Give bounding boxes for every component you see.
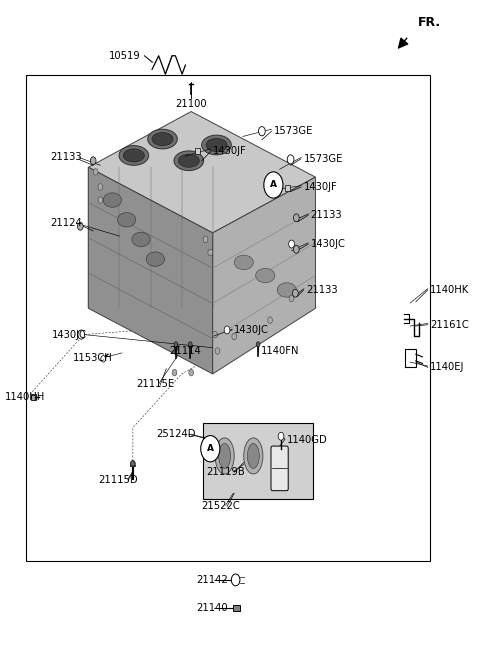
Text: 21161C: 21161C xyxy=(430,319,469,330)
Text: 21119B: 21119B xyxy=(206,467,245,478)
Ellipse shape xyxy=(118,213,136,227)
Bar xyxy=(31,394,36,400)
Circle shape xyxy=(256,342,260,347)
Bar xyxy=(285,185,289,191)
Polygon shape xyxy=(213,177,315,374)
Bar xyxy=(26,75,430,561)
Text: 1140HH: 1140HH xyxy=(5,392,45,402)
Circle shape xyxy=(78,330,84,339)
Circle shape xyxy=(93,169,98,175)
Ellipse shape xyxy=(174,151,204,171)
Circle shape xyxy=(188,342,192,347)
Circle shape xyxy=(172,369,177,376)
Circle shape xyxy=(287,155,294,164)
Circle shape xyxy=(90,157,96,165)
Circle shape xyxy=(232,333,237,340)
Ellipse shape xyxy=(219,443,230,468)
Text: 21115E: 21115E xyxy=(136,379,174,389)
Ellipse shape xyxy=(148,129,177,149)
Text: FR.: FR. xyxy=(418,16,441,30)
Ellipse shape xyxy=(244,438,263,474)
Text: 21133: 21133 xyxy=(311,210,342,220)
Text: 21115D: 21115D xyxy=(99,475,138,485)
Text: 21114: 21114 xyxy=(169,346,202,356)
Text: 1153CH: 1153CH xyxy=(73,352,113,363)
Circle shape xyxy=(292,289,298,297)
Text: 1140EJ: 1140EJ xyxy=(430,362,465,373)
Text: 21133: 21133 xyxy=(306,285,337,295)
Ellipse shape xyxy=(247,443,259,468)
Text: 1430JC: 1430JC xyxy=(234,325,269,335)
Circle shape xyxy=(215,348,220,354)
Bar xyxy=(195,148,200,154)
Circle shape xyxy=(293,245,299,253)
Circle shape xyxy=(98,184,103,190)
Ellipse shape xyxy=(277,283,296,297)
Ellipse shape xyxy=(123,149,144,162)
Text: A: A xyxy=(207,444,214,453)
Circle shape xyxy=(231,574,240,586)
Ellipse shape xyxy=(152,133,173,146)
Circle shape xyxy=(101,356,106,362)
Text: 1573GE: 1573GE xyxy=(303,154,343,164)
Polygon shape xyxy=(88,112,315,233)
Text: 1430JF: 1430JF xyxy=(303,182,337,192)
Text: 10519: 10519 xyxy=(109,51,141,61)
Circle shape xyxy=(213,331,217,338)
Ellipse shape xyxy=(132,232,150,247)
Circle shape xyxy=(131,461,135,467)
Circle shape xyxy=(259,127,265,136)
Polygon shape xyxy=(88,167,213,374)
Text: 21100: 21100 xyxy=(175,98,207,109)
Circle shape xyxy=(224,326,230,334)
Text: 21133: 21133 xyxy=(50,152,82,163)
Text: A: A xyxy=(270,180,277,190)
Circle shape xyxy=(293,214,299,222)
FancyBboxPatch shape xyxy=(271,446,288,491)
Circle shape xyxy=(203,236,208,243)
Ellipse shape xyxy=(256,268,275,283)
Text: 21140: 21140 xyxy=(196,603,228,613)
Text: 25124D: 25124D xyxy=(156,429,196,440)
Text: 1430JC: 1430JC xyxy=(311,239,346,249)
Text: 1140GD: 1140GD xyxy=(287,434,327,445)
Circle shape xyxy=(201,436,220,462)
Ellipse shape xyxy=(206,138,227,152)
Text: 1430JC: 1430JC xyxy=(52,329,86,340)
FancyBboxPatch shape xyxy=(203,423,313,499)
Text: 21522C: 21522C xyxy=(202,501,240,512)
Ellipse shape xyxy=(119,146,149,165)
Text: 1140HK: 1140HK xyxy=(430,285,469,295)
Text: 21142: 21142 xyxy=(196,575,228,585)
Circle shape xyxy=(174,342,178,347)
Circle shape xyxy=(278,432,284,440)
Ellipse shape xyxy=(146,252,165,266)
Ellipse shape xyxy=(178,154,199,167)
Text: 1140FN: 1140FN xyxy=(261,346,299,356)
Text: 1430JF: 1430JF xyxy=(213,146,246,156)
Text: 21124: 21124 xyxy=(50,218,82,228)
Ellipse shape xyxy=(103,193,121,207)
Ellipse shape xyxy=(202,135,231,155)
Bar xyxy=(233,605,240,611)
Ellipse shape xyxy=(234,255,253,270)
Circle shape xyxy=(288,240,294,248)
Circle shape xyxy=(208,249,213,256)
Circle shape xyxy=(77,222,83,230)
Circle shape xyxy=(268,317,273,323)
Circle shape xyxy=(98,197,103,203)
Circle shape xyxy=(264,172,283,198)
Circle shape xyxy=(289,295,294,302)
Circle shape xyxy=(189,369,193,376)
Text: 1573GE: 1573GE xyxy=(274,126,313,136)
Ellipse shape xyxy=(215,438,234,474)
